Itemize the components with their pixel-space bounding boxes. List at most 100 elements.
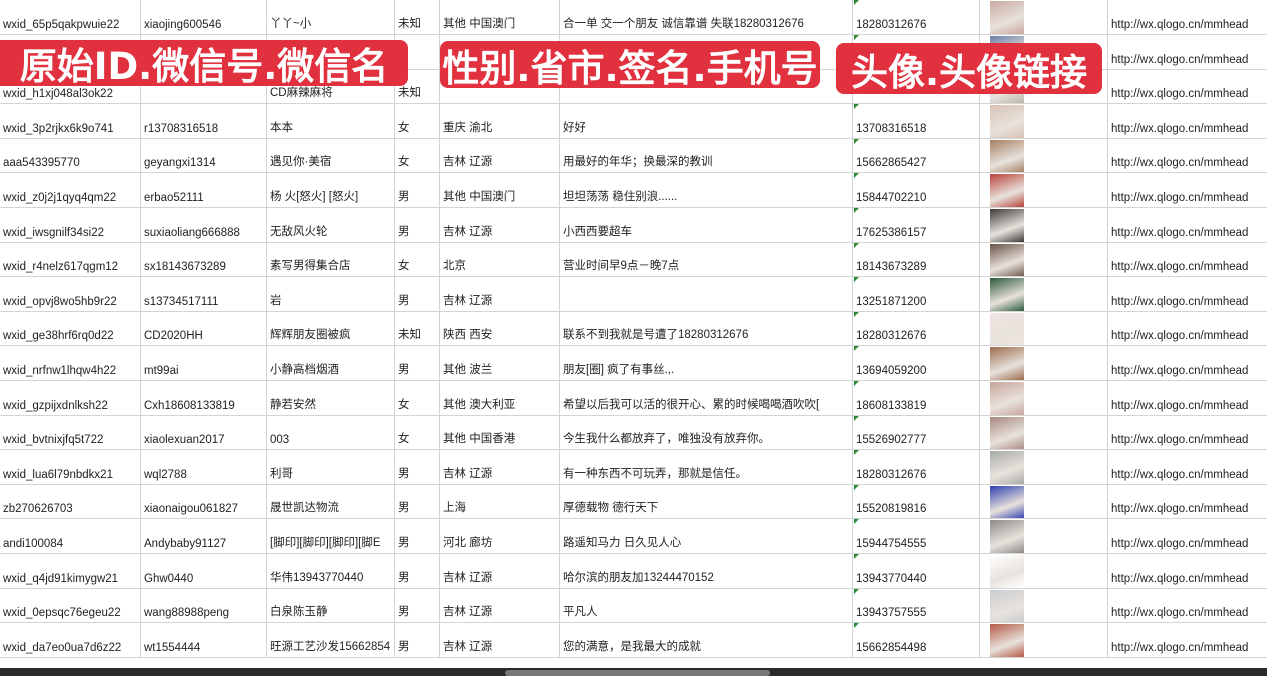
cell-wechat-id[interactable]: geyangxi1314 xyxy=(141,138,267,173)
cell-region[interactable]: 北京 xyxy=(440,242,560,277)
cell-wechat-id[interactable]: Andybaby91127 xyxy=(141,519,267,553)
cell-avatar-url[interactable]: http://wx.qlogo.cn/mmhead xyxy=(1111,537,1249,550)
cell-wechat-id[interactable]: Ghw0440 xyxy=(141,554,267,588)
cell-gender[interactable]: 男 xyxy=(395,484,440,519)
cell-region[interactable]: 其他 澳大利亚 xyxy=(440,381,560,415)
cell-original-id[interactable]: wxid_0epsqc76egeu22 xyxy=(0,588,141,623)
cell-gender[interactable] xyxy=(395,35,440,69)
cell-phone[interactable]: 13694059200 xyxy=(853,346,980,380)
cell-original-id[interactable]: wxid_opvj8wo5hb9r22 xyxy=(0,277,141,311)
cell-avatar[interactable] xyxy=(980,311,1108,346)
cell-wechat-name[interactable]: 白泉陈玉静 xyxy=(267,588,395,623)
cell-avatar[interactable] xyxy=(980,0,1108,34)
cell-wechat-name[interactable]: 旺源工艺沙发15662854 xyxy=(267,623,395,657)
cell-signature[interactable]: 希望以后我可以活的很开心、累的时候喝喝酒吹吹[ xyxy=(560,381,853,415)
cell-gender[interactable]: 女 xyxy=(395,138,440,173)
cell-wechat-name[interactable]: 无敌风火轮 xyxy=(267,208,395,242)
cell-region[interactable]: 上海 xyxy=(440,484,560,519)
cell-avatar[interactable] xyxy=(980,554,1108,588)
cell-phone[interactable]: 15944754555 xyxy=(853,519,980,553)
cell-signature[interactable]: 用最好的年华；换最深的教训 xyxy=(560,138,853,173)
cell-original-id[interactable]: andi100084 xyxy=(0,519,141,553)
cell-avatar-url[interactable]: http://wx.qlogo.cn/mmhead xyxy=(1111,330,1249,343)
cell-region[interactable]: 吉林 辽源 xyxy=(440,277,560,311)
cell-signature[interactable]: 合一单 交一个朋友 诚信靠谱 失联18280312676 xyxy=(560,0,853,34)
cell-gender[interactable]: 未知 xyxy=(395,311,440,346)
cell-original-id[interactable]: aaa543395770 xyxy=(0,138,141,173)
cell-avatar-url[interactable]: http://wx.qlogo.cn/mmhead xyxy=(1111,641,1249,654)
cell-avatar[interactable] xyxy=(980,173,1108,207)
cell-avatar-url[interactable]: http://wx.qlogo.cn/mmhead xyxy=(1111,364,1249,377)
cell-wechat-name[interactable]: 利哥 xyxy=(267,450,395,484)
cell-gender[interactable]: 女 xyxy=(395,242,440,277)
cell-region[interactable]: 重庆 渝北 xyxy=(440,104,560,138)
cell-wechat-id[interactable] xyxy=(141,69,267,104)
cell-original-id[interactable]: zb270626703 xyxy=(0,484,141,519)
cell-avatar[interactable] xyxy=(980,623,1108,657)
cell-avatar-url[interactable]: http://wx.qlogo.cn/mmhead xyxy=(1111,53,1249,66)
cell-region[interactable]: 吉林 辽源 xyxy=(440,623,560,657)
cell-avatar[interactable] xyxy=(980,381,1108,415)
cell-signature[interactable]: 朋友[圈] 疯了有事丝.,. xyxy=(560,346,853,380)
cell-avatar-url[interactable]: http://wx.qlogo.cn/mmhead xyxy=(1111,122,1249,135)
cell-signature[interactable]: 您的满意，是我最大的成就 xyxy=(560,623,853,657)
cell-phone[interactable]: 15662865427 xyxy=(853,138,980,173)
cell-wechat-name[interactable]: 晟世凯达物流 xyxy=(267,484,395,519)
cell-phone[interactable]: 18143673289 xyxy=(853,242,980,277)
cell-region[interactable]: 河北 廊坊 xyxy=(440,519,560,553)
cell-wechat-id[interactable]: s13734517111 xyxy=(141,277,267,311)
cell-wechat-id[interactable]: r13708316518 xyxy=(141,104,267,138)
cell-gender[interactable]: 男 xyxy=(395,450,440,484)
cell-avatar[interactable] xyxy=(980,346,1108,380)
cell-phone[interactable]: 15520819816 xyxy=(853,484,980,519)
cell-wechat-id[interactable]: sx18143673289 xyxy=(141,242,267,277)
cell-wechat-name[interactable]: 杨 火[怒火] [怒火] xyxy=(267,173,395,207)
cell-region[interactable]: 吉林 辽源 xyxy=(440,208,560,242)
cell-phone[interactable]: 18608133819 xyxy=(853,381,980,415)
cell-avatar-url[interactable]: http://wx.qlogo.cn/mmhead xyxy=(1111,191,1249,204)
cell-original-id[interactable]: wxid_ge38hrf6rq0d22 xyxy=(0,311,141,346)
cell-phone[interactable]: 18280312676 xyxy=(853,450,980,484)
cell-signature[interactable]: 联系不到我就是号遭了18280312676 xyxy=(560,311,853,346)
cell-gender[interactable]: 未知 xyxy=(395,0,440,34)
cell-gender[interactable]: 女 xyxy=(395,415,440,450)
cell-avatar[interactable] xyxy=(980,104,1108,138)
cell-phone[interactable]: 17625386157 xyxy=(853,208,980,242)
cell-signature[interactable]: 平凡人 xyxy=(560,588,853,623)
cell-avatar[interactable] xyxy=(980,138,1108,173)
cell-signature[interactable]: 路遥知马力 日久见人心 xyxy=(560,519,853,553)
cell-avatar[interactable] xyxy=(980,415,1108,450)
cell-avatar-url[interactable]: http://wx.qlogo.cn/mmhead xyxy=(1111,157,1249,170)
cell-wechat-id[interactable]: CD2020HH xyxy=(141,311,267,346)
cell-wechat-name[interactable]: 遇见你·美宿 xyxy=(267,138,395,173)
cell-gender[interactable]: 男 xyxy=(395,623,440,657)
cell-wechat-name[interactable]: 辉辉朋友圈被疯 xyxy=(267,311,395,346)
cell-avatar-url[interactable]: http://wx.qlogo.cn/mmhead xyxy=(1111,399,1249,412)
cell-original-id[interactable]: wxid_65p5qakpwuie22 xyxy=(0,0,141,34)
cell-wechat-id[interactable]: wt1554444 xyxy=(141,623,267,657)
cell-original-id[interactable]: wxid_iwsgnilf34si22 xyxy=(0,208,141,242)
cell-original-id[interactable]: wxid_r4nelz617qgm12 xyxy=(0,242,141,277)
cell-wechat-name[interactable]: 素写男得集合店 xyxy=(267,242,395,277)
cell-original-id[interactable]: wxid_3p2rjkx6k9o741 xyxy=(0,104,141,138)
cell-region[interactable]: 其他 中国澳门 xyxy=(440,0,560,34)
cell-wechat-name[interactable]: 静若安然 xyxy=(267,381,395,415)
cell-avatar-url[interactable]: http://wx.qlogo.cn/mmhead xyxy=(1111,295,1249,308)
cell-wechat-id[interactable]: xiaojing600546 xyxy=(141,0,267,34)
cell-signature[interactable]: 哈尔滨的朋友加13244470152 xyxy=(560,554,853,588)
cell-avatar-url[interactable]: http://wx.qlogo.cn/mmhead xyxy=(1111,88,1249,101)
cell-phone[interactable]: 13943757555 xyxy=(853,588,980,623)
cell-avatar-url[interactable]: http://wx.qlogo.cn/mmhead xyxy=(1111,572,1249,585)
cell-wechat-name[interactable]: [脚印][脚印][脚印][脚E xyxy=(267,519,395,553)
cell-signature[interactable]: 坦坦荡荡 稳住别浪...... xyxy=(560,173,853,207)
cell-signature[interactable]: 今生我什么都放弃了，唯独没有放弃你。 xyxy=(560,415,853,450)
cell-wechat-name[interactable]: 岩 xyxy=(267,277,395,311)
cell-gender[interactable]: 男 xyxy=(395,277,440,311)
cell-wechat-id[interactable]: wang88988peng xyxy=(141,588,267,623)
cell-region[interactable]: 吉林 辽源 xyxy=(440,138,560,173)
cell-original-id[interactable]: wxid_da7eo0ua7d6z22 xyxy=(0,623,141,657)
cell-phone[interactable]: 15662854498 xyxy=(853,623,980,657)
cell-signature[interactable]: 小西西要超车 xyxy=(560,208,853,242)
cell-original-id[interactable]: wxid_nrfnw1lhqw4h22 xyxy=(0,346,141,380)
cell-phone[interactable]: 13943770440 xyxy=(853,554,980,588)
